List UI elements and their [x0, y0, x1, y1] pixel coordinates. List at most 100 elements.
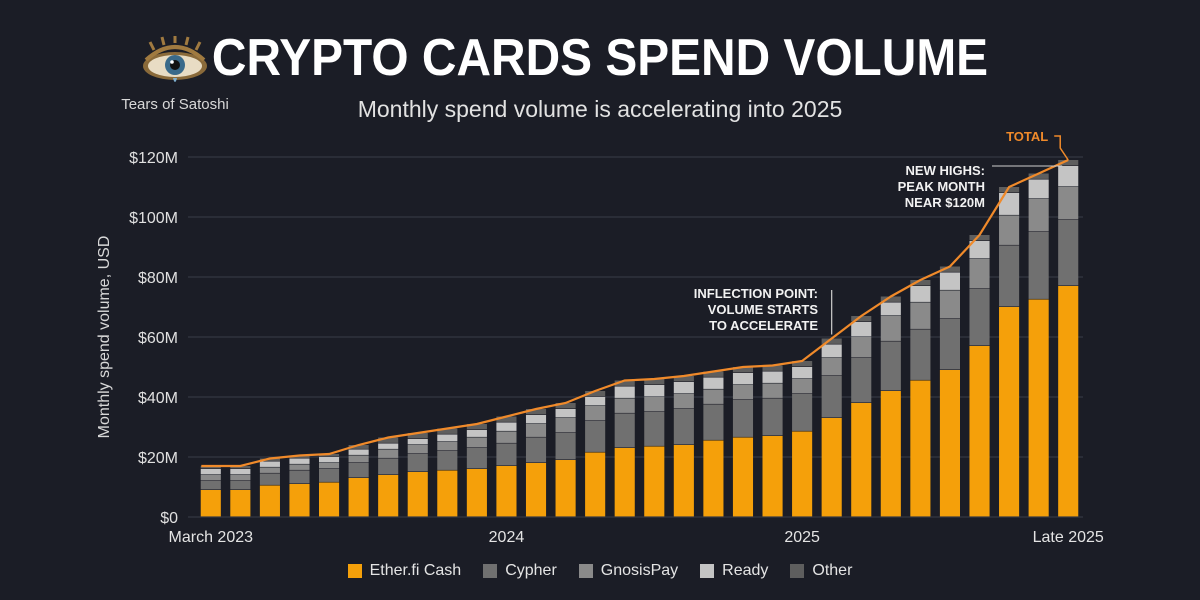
bar-segment [999, 193, 1020, 215]
bar-segment [673, 376, 694, 382]
bar-segment [200, 466, 221, 469]
bar-segment [851, 358, 872, 403]
bar-segment [466, 430, 487, 437]
bar-segment [259, 485, 280, 517]
total-label: TOTAL [1006, 129, 1048, 144]
bar-segment [880, 302, 901, 316]
bar-segment [969, 241, 990, 259]
bar-segment [555, 409, 576, 418]
x-tick-label: March 2023 [169, 529, 254, 546]
bar-segment [969, 289, 990, 346]
bar-segment [673, 382, 694, 394]
bar-segment [1028, 179, 1049, 199]
bar-segment [1028, 232, 1049, 299]
bar-segment [673, 445, 694, 517]
stacked-bar-chart: $0 $20M $40M $60M $80M $100M $120M Monthly spen… [96, 129, 1104, 546]
bar-segment [348, 445, 369, 449]
bar-segment [703, 440, 724, 517]
bar-segment [939, 266, 961, 272]
bar-segment [821, 376, 842, 418]
bar-segment [762, 398, 783, 436]
bar-segment [792, 367, 813, 379]
bar-segment [555, 460, 576, 517]
bar-segment [910, 302, 931, 329]
legend-swatch [347, 564, 362, 578]
bar-segment [969, 235, 990, 241]
bar-segment [851, 403, 872, 517]
bar-segment [703, 377, 724, 389]
bar-segment [792, 394, 813, 431]
legend-item: Cypher [483, 562, 557, 580]
bar-segment [466, 437, 487, 448]
bar-segment [289, 484, 310, 517]
bar-segment [525, 437, 547, 463]
y-tick-label: $0 [160, 510, 178, 527]
bar-segment [348, 478, 369, 517]
y-tick-label: $40M [138, 390, 178, 407]
bar-segment [466, 469, 487, 517]
bar-segment [348, 455, 369, 463]
bar-segment [910, 280, 931, 286]
bar-segment [614, 413, 635, 448]
bar-segment [792, 361, 813, 367]
bar-segment [999, 245, 1020, 307]
bar-segment [1058, 166, 1079, 187]
bar-segment [525, 415, 547, 424]
legend-item: Ether.fi Cash [347, 562, 462, 580]
bar-segment [1058, 220, 1079, 286]
bar-segment [378, 449, 399, 458]
bar-segment [200, 469, 221, 475]
bar-segment [200, 490, 221, 517]
bar-segment [318, 454, 340, 457]
legend-label: Ether.fi Cash [369, 562, 462, 579]
bar-segment [259, 467, 280, 473]
bar-segment [437, 442, 458, 451]
bar-segment [821, 358, 842, 376]
bar-segment [496, 416, 517, 422]
annotation-text: NEW HIGHS: [906, 163, 985, 178]
bar-segment [407, 472, 428, 517]
bar-segment [1058, 187, 1079, 220]
annotation-text: NEAR $120M [905, 195, 985, 210]
bar-segment [289, 464, 310, 470]
bar-segment [762, 371, 783, 383]
bar-segment [999, 307, 1020, 517]
bar-segment [318, 457, 340, 463]
annotation-text: INFLECTION POINT: [694, 286, 818, 301]
bar-segment [525, 424, 547, 437]
bar-segment [1028, 199, 1049, 232]
bar-segment [910, 380, 931, 517]
chart-subtitle: Monthly spend volume is accelerating int… [357, 96, 843, 122]
bar-segment [821, 338, 842, 344]
bar-segment [230, 475, 251, 481]
bar-segment [585, 391, 606, 397]
bar-segment [318, 482, 340, 517]
legend-swatch [790, 564, 805, 578]
bar-segment [792, 431, 813, 517]
bar-segment [230, 490, 251, 517]
x-tick-label: 2025 [784, 529, 820, 546]
bar-segment [318, 463, 340, 469]
bar-segment [851, 316, 872, 322]
bar-segment [466, 448, 487, 469]
legend-swatch [578, 564, 593, 578]
bar-segment [614, 398, 635, 413]
bar-segment [614, 386, 635, 398]
bar-segment [466, 424, 487, 430]
bar-segment [939, 319, 961, 370]
bar-segment [585, 421, 606, 452]
legend-swatch [483, 564, 498, 578]
bar-segment [939, 370, 961, 517]
legend-label: Cypher [505, 562, 557, 579]
bar-segment [1028, 173, 1049, 179]
legend-item: Other [790, 562, 852, 580]
bar-segment [644, 385, 665, 397]
y-tick-label: $60M [138, 330, 178, 347]
bar-segment [259, 458, 280, 461]
y-tick-label: $120M [129, 150, 178, 167]
bar-segment [732, 385, 754, 400]
bar-segment [969, 259, 990, 289]
bar-segment [407, 439, 428, 445]
bar-segment [437, 470, 458, 517]
bar-segment [910, 286, 931, 302]
